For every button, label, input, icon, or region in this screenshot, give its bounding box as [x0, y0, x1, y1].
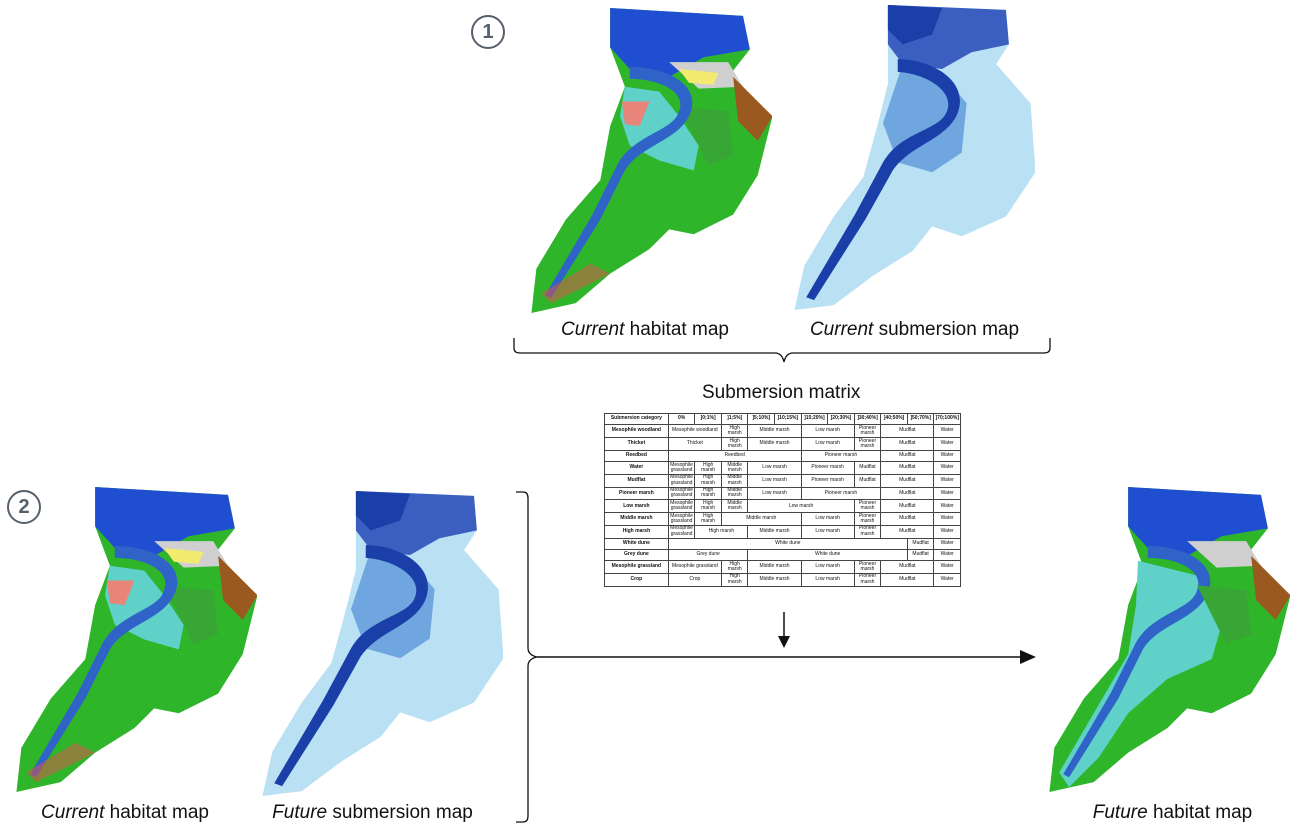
caption-bottom-habitat-prefix: Current	[41, 802, 105, 823]
right-arrow-head	[1020, 650, 1036, 664]
matrix-cell: Mudflat	[880, 572, 935, 587]
step-2-marker: 2	[7, 490, 41, 524]
matrix-row-label: Reedbed	[604, 449, 669, 462]
caption-top-habitat-prefix: Current	[561, 319, 625, 340]
caption-top-habitat-rest: habitat map	[624, 319, 729, 340]
caption-result-habitat-rest: habitat map	[1147, 802, 1253, 823]
matrix-row: Mesophile woodland Mesophile woodland High…	[604, 424, 961, 438]
matrix-row: Thicket Thicket High marsh Middle marsh Low …	[604, 436, 961, 451]
matrix-row-label: Crop	[604, 572, 669, 587]
side-brace	[516, 491, 538, 823]
caption-bottom-submersion-rest: submersion map	[327, 802, 473, 823]
step-1-number: 1	[482, 20, 494, 43]
matrix-cell: Water	[933, 572, 961, 587]
caption-result-habitat-prefix: Future	[1092, 802, 1148, 823]
matrix-cell: High marsh	[694, 473, 722, 488]
top-brace	[513, 338, 1051, 363]
submersion-matrix-table: Submersion category 0%]0;1%]]1;5%]]5;10%]…	[604, 412, 961, 587]
matrix-cell: High marsh	[694, 512, 722, 526]
matrix-cell: Water	[933, 548, 961, 562]
matrix-header-row: Submersion category 0%]0;1%]]1;5%]]5;10%]…	[604, 412, 961, 426]
matrix-row: Mudflat Mesophile grassland High marsh Midd…	[604, 473, 961, 488]
matrix-cell: Water	[933, 499, 961, 514]
caption-bottom-submersion-prefix: Future	[272, 802, 328, 823]
caption-top-submersion-prefix: Current	[809, 319, 874, 340]
matrix-row: Reedbed Reedbed Pioneer marsh Mudflat Water	[604, 449, 961, 462]
matrix-cell: Middle marsh	[720, 460, 749, 475]
matrix-cell: Low marsh	[800, 512, 855, 526]
matrix-cell: Reedbed	[667, 449, 802, 462]
down-arrow-head	[778, 636, 790, 648]
caption-bottom-habitat: Current habitat map	[15, 802, 235, 824]
step-1-marker: 1	[471, 15, 505, 49]
matrix-header-category: Submersion category	[604, 412, 669, 426]
matrix-row: Middle marsh Mesophile grassland High mars…	[604, 512, 961, 526]
matrix-cell: Crop	[667, 572, 722, 587]
matrix-title: Submersion matrix	[702, 382, 861, 403]
matrix-cell: Mesophile woodland	[667, 424, 722, 438]
matrix-cell: Middle marsh	[747, 572, 802, 587]
matrix-cell: Mudflat	[906, 548, 935, 562]
matrix-row: Mesophile grassland Mesophile grassland Hi…	[604, 560, 961, 574]
step-2-number: 2	[18, 495, 30, 518]
caption-top-submersion-rest: submersion map	[873, 319, 1020, 340]
matrix-row: Crop Crop High marsh Middle marsh Low marsh P…	[604, 572, 961, 587]
matrix-row: Grey dune Grey dune White dune Mudflat Water	[604, 548, 961, 562]
matrix-row: White dune White dune Mudflat Water	[604, 537, 961, 550]
caption-bottom-habitat-rest: habitat map	[104, 802, 209, 823]
caption-top-submersion: Current submersion map	[792, 319, 1037, 341]
caption-bottom-submersion: Future submersion map	[255, 802, 490, 824]
caption-result-habitat: Future habitat map	[1075, 802, 1270, 824]
matrix-cell: Mesophile grassland	[667, 499, 696, 514]
matrix-cell: Low marsh	[800, 572, 855, 587]
matrix-row: Low marsh Mesophile grassland High marsh Mi…	[604, 499, 961, 514]
matrix-cell: Water	[933, 449, 961, 462]
matrix-header-range: 0%	[667, 412, 696, 426]
matrix-header-range: ]30;40%]	[853, 412, 882, 426]
matrix-cell: High marsh	[720, 572, 749, 587]
matrix-row-label: Grey dune	[604, 548, 669, 562]
matrix-cell: White dune	[747, 548, 908, 562]
matrix-cell: Mudflat	[880, 449, 935, 462]
caption-top-habitat: Current habitat map	[530, 319, 760, 341]
matrix-header-range: ]70;100%]	[933, 412, 961, 426]
